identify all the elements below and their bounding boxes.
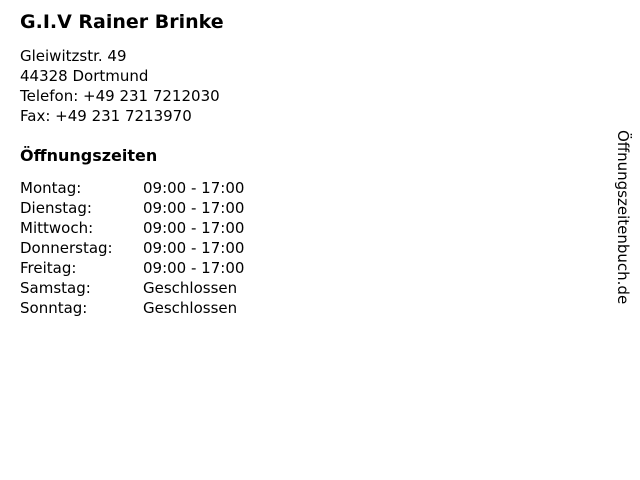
fax-line: Fax: +49 231 7213970 bbox=[20, 107, 192, 125]
day-label: Montag: bbox=[20, 179, 82, 197]
time-value: Geschlossen bbox=[143, 299, 238, 317]
hours-row-sunday: Sonntag: Geschlossen bbox=[20, 298, 640, 318]
day-label: Samstag: bbox=[20, 279, 91, 297]
time-value: Geschlossen bbox=[143, 279, 238, 297]
day-label: Mittwoch: bbox=[20, 219, 94, 237]
hours-row-saturday: Samstag: Geschlossen bbox=[20, 278, 640, 298]
day-label: Sonntag: bbox=[20, 299, 88, 317]
contact-block: Gleiwitzstr. 49 44328 Dortmund Telefon: … bbox=[20, 46, 640, 126]
hours-row-wednesday: Mittwoch: 09:00 - 17:00 bbox=[20, 218, 640, 238]
opening-hours-table: Montag: 09:00 - 17:00 Dienstag: 09:00 - … bbox=[20, 178, 640, 318]
day-label: Donnerstag: bbox=[20, 239, 113, 257]
phone-line: Telefon: +49 231 7212030 bbox=[20, 87, 220, 105]
time-value: 09:00 - 17:00 bbox=[143, 199, 245, 217]
main-content: G.I.V Rainer Brinke Gleiwitzstr. 49 4432… bbox=[20, 11, 640, 318]
time-value: 09:00 - 17:00 bbox=[143, 259, 245, 277]
page-title: G.I.V Rainer Brinke bbox=[20, 11, 224, 33]
hours-row-thursday: Donnerstag: 09:00 - 17:00 bbox=[20, 238, 640, 258]
hours-row-friday: Freitag: 09:00 - 17:00 bbox=[20, 258, 640, 278]
oeffnungszeitenbuch-watermark: Öffnungszeitenbuch.de bbox=[614, 130, 632, 305]
time-value: 09:00 - 17:00 bbox=[143, 239, 245, 257]
hours-row-tuesday: Dienstag: 09:00 - 17:00 bbox=[20, 198, 640, 218]
hours-row-monday: Montag: 09:00 - 17:00 bbox=[20, 178, 640, 198]
address-city: 44328 Dortmund bbox=[20, 67, 149, 85]
time-value: 09:00 - 17:00 bbox=[143, 179, 245, 197]
opening-hours-heading: Öffnungszeiten bbox=[20, 146, 158, 165]
time-value: 09:00 - 17:00 bbox=[143, 219, 245, 237]
address-street: Gleiwitzstr. 49 bbox=[20, 47, 127, 65]
day-label: Freitag: bbox=[20, 259, 77, 277]
day-label: Dienstag: bbox=[20, 199, 92, 217]
